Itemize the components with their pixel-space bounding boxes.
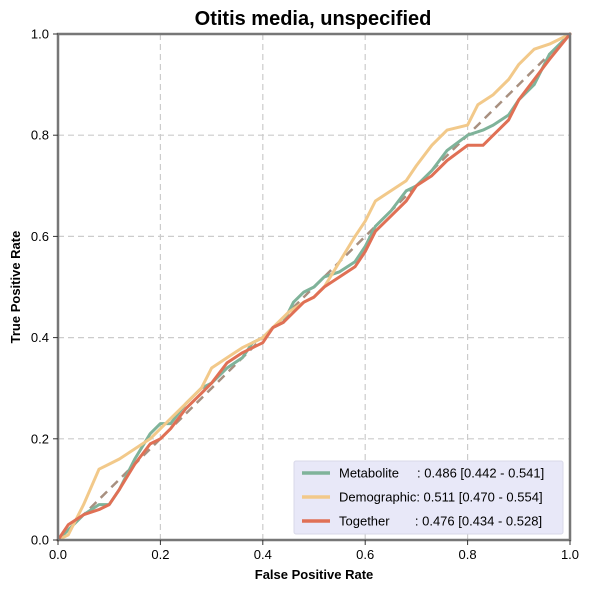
series-line-metabolite — [56, 32, 572, 542]
y-tick-label: 0.0 — [31, 533, 49, 548]
y-axis-label: True Positive Rate — [8, 231, 23, 344]
y-tick-label: 1.0 — [31, 27, 49, 42]
y-tick-label: 0.2 — [31, 431, 49, 446]
grid — [58, 34, 570, 540]
x-tick-label: 0.2 — [151, 547, 169, 562]
x-tick-label: 0.6 — [356, 547, 374, 562]
y-tick-label: 0.4 — [31, 330, 49, 345]
legend: Metabolite : 0.486 [0.442 - 0.541] Demogr… — [293, 460, 564, 535]
legend-label-metabolite: Metabolite : 0.486 [0.442 - 0.541] — [339, 466, 544, 481]
x-axis-label: False Positive Rate — [255, 567, 374, 582]
x-tick-label: 0.0 — [49, 547, 67, 562]
plot-frame — [56, 32, 572, 542]
legend-label-demographic: Demographic: 0.511 [0.470 - 0.554] — [339, 490, 543, 505]
ticks: 0.0 0.2 0.4 0.6 0.8 1.0 0.0 0.2 0.4 0.6 0.8 1.0 — [31, 27, 579, 563]
x-tick-label: 0.4 — [254, 547, 272, 562]
legend-label-together: Together : 0.476 [0.434 - 0.528] — [339, 514, 542, 529]
series-layer — [56, 32, 572, 542]
x-tick-label: 0.8 — [459, 547, 477, 562]
x-tick-label: 1.0 — [561, 547, 579, 562]
y-tick-label: 0.6 — [31, 229, 49, 244]
legend-box — [293, 460, 564, 535]
series-line-together — [56, 32, 572, 542]
chart-title: Otitis media, unspecified — [195, 8, 432, 30]
y-tick-label: 0.8 — [31, 128, 49, 143]
